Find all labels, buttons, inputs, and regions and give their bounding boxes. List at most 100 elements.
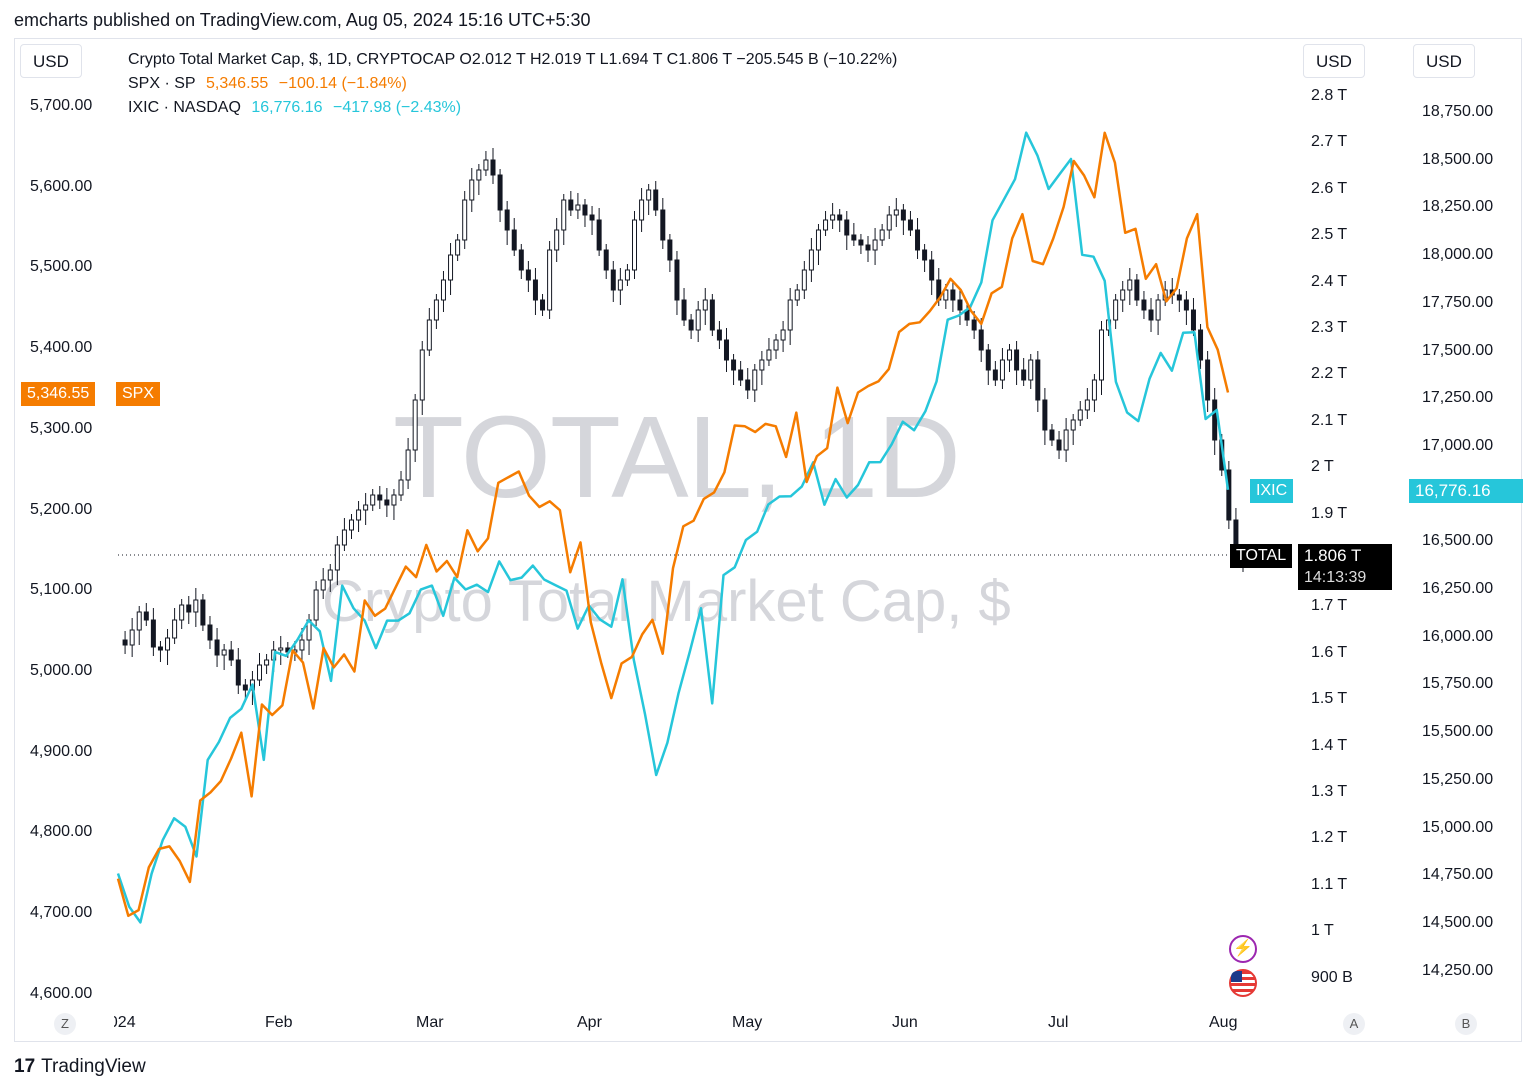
spx-axis-tick-label: 5,100.00 [30, 581, 93, 599]
candle-down [900, 209, 906, 221]
candle-up [257, 664, 263, 681]
total-currency-button[interactable]: USD [1303, 44, 1365, 78]
candle-up [299, 639, 305, 651]
candle-down [122, 639, 128, 646]
candle-up [1070, 419, 1076, 431]
candle-up [179, 604, 185, 621]
candle-down [957, 299, 963, 311]
left-axis-scale-button[interactable]: Z [54, 1013, 76, 1035]
candle-up [469, 179, 475, 201]
candle-up [646, 189, 652, 201]
footer-brand: TradingView [41, 1056, 146, 1077]
candle-down [731, 359, 737, 371]
candle-up [624, 269, 630, 281]
publisher-header: emcharts published on TradingView.com, A… [14, 10, 591, 30]
spx-axis-tick-label: 5,400.00 [30, 339, 93, 357]
legend-total[interactable]: Crypto Total Market Cap, $, 1D, CRYPTOCA… [128, 51, 903, 69]
candle-down [532, 279, 538, 301]
candle-down [384, 499, 390, 506]
total-axis-tick-label: 900 B [1311, 968, 1353, 986]
countdown-tag: 14:13:39 [1298, 566, 1392, 590]
candle-up [278, 647, 284, 651]
candle-down [1014, 349, 1020, 371]
candle-up [554, 229, 560, 251]
ixic-axis-tick-label: 15,000.00 [1422, 818, 1494, 836]
legend-spx[interactable]: SPX · SP 5,346.55 −100.14 (−1.84%) [128, 75, 413, 93]
spx-axis-tick-label: 4,800.00 [30, 823, 93, 841]
candle-down [186, 604, 192, 613]
candle-up [801, 269, 807, 291]
candle-down [922, 249, 928, 261]
candle-up [943, 289, 949, 301]
candle-up [1113, 299, 1119, 321]
lightning-icon[interactable]: ⚡ [1229, 935, 1257, 963]
candle-up [412, 399, 418, 451]
ixic-label-tag: IXIC [1250, 479, 1294, 503]
candle-down [511, 229, 517, 251]
candle-down [674, 259, 680, 301]
candle-up [448, 254, 454, 281]
candle-down [709, 299, 715, 331]
candle-down [1198, 329, 1204, 361]
us-flag-icon[interactable] [1229, 969, 1257, 997]
spx-price-tag: 5,346.55 [21, 382, 96, 406]
auto-scale-button[interactable]: A [1343, 1013, 1365, 1035]
candle-down [207, 624, 213, 641]
candle-down [1205, 359, 1211, 401]
candle-down [490, 159, 496, 176]
candle-up [766, 349, 772, 361]
candle-down [596, 219, 602, 251]
candle-up [794, 289, 800, 301]
ixic-price-tag: 16,776.16 [1409, 479, 1523, 503]
ixic-currency-button[interactable]: USD [1413, 44, 1475, 78]
candle-up [172, 619, 178, 639]
legend-total-text: Crypto Total Market Cap, $, 1D, CRYPTOCA… [128, 51, 898, 68]
candle-down [1042, 399, 1048, 431]
candle-down [603, 249, 609, 271]
candle-up [999, 359, 1005, 381]
candle-down [716, 329, 722, 341]
total-axis-tick-label: 2.8 T [1311, 87, 1348, 104]
legend-ixic[interactable]: IXIC · NASDAQ 16,776.16 −417.98 (−2.43%) [128, 99, 467, 117]
candle-up [1120, 289, 1126, 301]
candle-down [214, 639, 220, 656]
ixic-axis-tick-label: 17,750.00 [1422, 293, 1494, 311]
time-axis-tick-label: Aug [1209, 1014, 1238, 1031]
legend-ixic-value: 16,776.16 [251, 99, 323, 116]
legend-spx-name: SPX · SP [128, 75, 196, 92]
spx-axis-tick-label: 5,600.00 [30, 177, 93, 195]
total-axis-tick-label: 1.7 T [1311, 597, 1348, 615]
candle-down [858, 239, 864, 246]
candle-up [759, 359, 765, 371]
candle-up [773, 339, 779, 351]
ixic-axis-tick-label: 16,250.00 [1422, 580, 1494, 597]
candle-down [157, 646, 163, 651]
candle-down [200, 599, 206, 626]
candle-up [561, 199, 567, 231]
candle-down [851, 234, 857, 241]
candle-down [907, 219, 913, 231]
ixic-axis-tick-label: 15,250.00 [1422, 770, 1494, 788]
candle-up [348, 519, 354, 531]
legend-spx-change: −100.14 (−1.84%) [278, 75, 407, 92]
candle-up [426, 319, 432, 351]
tradingview-footer[interactable]: 17 TradingView [14, 1056, 146, 1078]
candle-down [143, 611, 149, 621]
time-axis-tick-label: Jul [1048, 1014, 1069, 1031]
total-axis-tick-label: 1.3 T [1311, 783, 1348, 800]
total-axis-tick-label: 1.5 T [1311, 690, 1348, 708]
candle-down [1212, 399, 1218, 441]
candle-down [745, 379, 751, 391]
spx-axis-tick-label: 5,500.00 [30, 258, 93, 276]
ixic-axis-tick-label: 18,750.00 [1422, 103, 1494, 120]
spx-axis-tick-label: 4,600.00 [30, 984, 93, 1002]
candle-up [617, 279, 623, 291]
right-axis-scale-button[interactable]: B [1455, 1013, 1477, 1035]
left-currency-button[interactable]: USD [20, 44, 82, 78]
chart-frame [14, 38, 1522, 1042]
candle-up [823, 219, 829, 231]
ixic-axis-tick-label: 15,500.00 [1422, 723, 1494, 741]
candle-up [639, 199, 645, 221]
candle-up [334, 544, 340, 571]
